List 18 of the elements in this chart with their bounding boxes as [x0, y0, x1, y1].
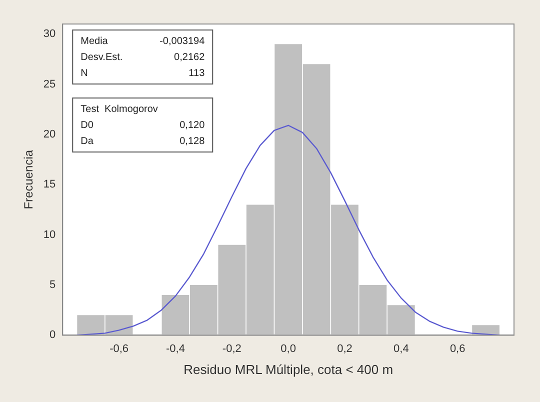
x-tick-label: 0,0 — [280, 342, 296, 355]
x-axis-title: Residuo MRL Múltiple, cota < 400 m — [184, 362, 394, 377]
y-tick-label: 30 — [43, 28, 56, 40]
x-tick-label: -0,4 — [166, 342, 185, 355]
y-axis-title: Frecuencia — [22, 150, 36, 210]
x-tick-label: -0,2 — [222, 342, 242, 355]
y-tick-label: 20 — [43, 128, 56, 140]
y-tick-label: 15 — [43, 178, 56, 191]
text: Media -0,003194 Desv.Est. 0,2162 N 113 — [80, 36, 205, 79]
y-tick-label: 25 — [43, 78, 56, 90]
x-tick-label: 0,2 — [337, 342, 352, 355]
text: Test Kolmogorov D0 0,120 Da 0,128 — [80, 104, 205, 147]
y-tick-label: 0 — [50, 329, 56, 342]
x-tick-label: 0,4 — [394, 342, 409, 355]
x-tick-label: -0,6 — [110, 342, 129, 355]
y-tick-label: 5 — [50, 279, 56, 292]
x-tick-label: 0,6 — [450, 342, 466, 355]
y-tick-label: 10 — [43, 228, 56, 241]
